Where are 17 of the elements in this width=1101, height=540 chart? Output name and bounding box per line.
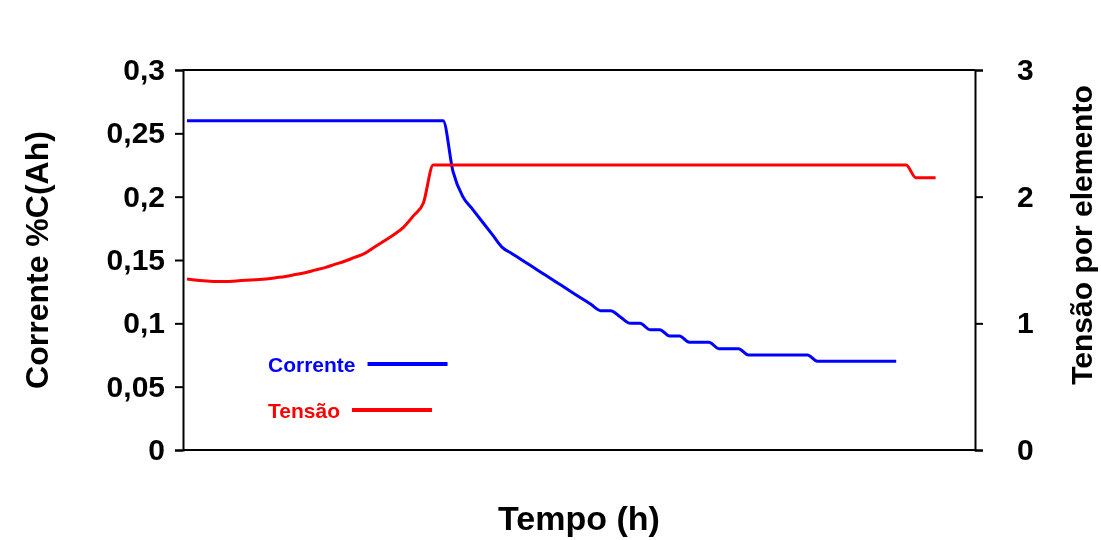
- y2-tick-label: 3: [1017, 53, 1034, 87]
- y-tick-label: 0,3: [123, 53, 165, 87]
- y2-axis-title: Tensão por elemento: [1065, 85, 1098, 385]
- legend-label: Tensão: [268, 399, 340, 422]
- y-tick-label: 0,15: [106, 243, 165, 277]
- y2-tick-label: 2: [1017, 179, 1034, 213]
- legend-label: Corrente: [268, 353, 356, 376]
- y-tick-label: 0: [148, 433, 165, 467]
- x-axis-title: Tempo (h): [498, 499, 660, 537]
- y-tick-label: 0,1: [123, 306, 165, 340]
- y-tick-label: 0,2: [123, 179, 165, 213]
- y2-tick-label: 1: [1017, 306, 1034, 340]
- line-series: [185, 163, 938, 284]
- y-tick-label: 0,05: [106, 369, 165, 403]
- y-axis-title: Corrente %C(Ah): [19, 131, 55, 389]
- y2-tick-label: 0: [1017, 433, 1034, 467]
- y-tick-label: 0,25: [106, 116, 165, 150]
